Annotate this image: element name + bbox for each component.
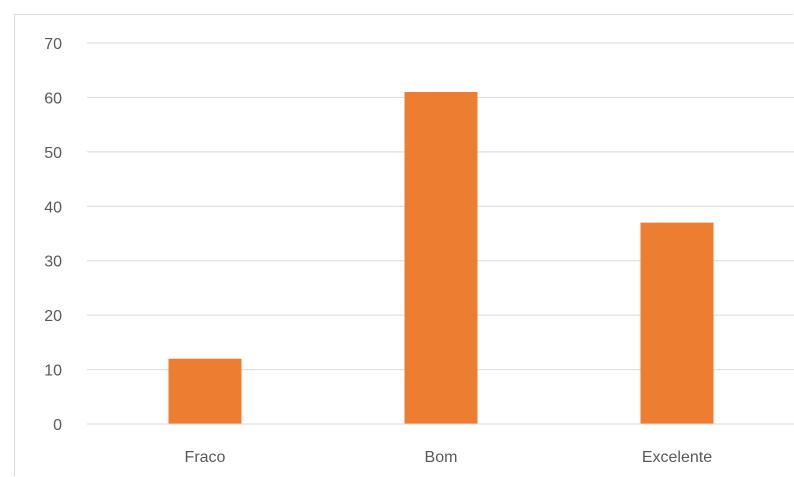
chart-frame (14, 14, 793, 476)
y-tick-label: 10 (44, 363, 62, 380)
x-tick-label-bom: Bom (425, 449, 458, 466)
y-tick-label: 70 (44, 36, 62, 53)
y-tick-label: 50 (44, 145, 62, 162)
y-tick-label: 60 (44, 90, 62, 107)
x-tick-label-fraco: Fraco (185, 449, 226, 466)
x-axis-tick-labels: Fraco Bom Excelente (185, 449, 713, 466)
y-tick-label: 0 (53, 417, 62, 434)
bar-fraco (168, 358, 242, 424)
y-tick-label: 40 (44, 199, 62, 216)
y-axis-tick-labels: 0 10 20 30 40 50 60 70 (44, 36, 62, 434)
bar-excelente (640, 222, 714, 424)
x-tick-label-excelente: Excelente (642, 449, 712, 466)
y-tick-label: 20 (44, 308, 62, 325)
bar-bom (404, 91, 478, 424)
y-tick-label: 30 (44, 254, 62, 271)
bars (168, 91, 714, 424)
